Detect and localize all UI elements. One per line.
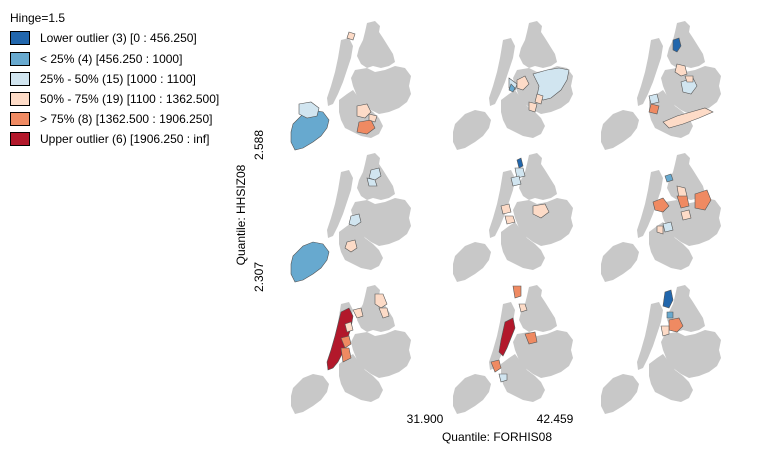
map-panel [601, 285, 721, 414]
map-region [672, 37, 682, 53]
map-region [378, 307, 390, 319]
map-region [344, 239, 358, 253]
legend-label: 25% - 50% (15) [1000 : 1100] [40, 72, 196, 86]
map-region [368, 167, 382, 181]
legend-label: Lower outlier (3) [0 : 456.250] [40, 31, 197, 45]
map-region [516, 75, 530, 91]
y-break-1: 2.588 [252, 130, 266, 160]
map-region [500, 203, 512, 215]
map-panel [453, 285, 573, 414]
map-panel [453, 21, 573, 150]
map-region [368, 113, 378, 123]
map-region [290, 241, 330, 283]
nyc-base-map [453, 285, 573, 414]
map-region [648, 93, 660, 105]
map-region [652, 197, 670, 213]
map-region [340, 347, 352, 363]
nyc-base-map [291, 285, 411, 414]
map-panel [290, 153, 411, 283]
map-panel [290, 21, 411, 151]
map-region [532, 67, 570, 101]
legend-title: Hinge=1.5 [10, 11, 66, 25]
map-region [528, 101, 538, 113]
legend-label: 50% - 75% (19) [1100 : 1362.500] [40, 92, 220, 106]
legend-swatch [10, 92, 30, 106]
nyc-base-map [601, 153, 721, 282]
map-region [498, 317, 516, 357]
legend-label: < 25% (4) [456.250 : 1000] [40, 52, 183, 66]
map-region [664, 173, 674, 183]
x-axis-title: Quantile: FORHIS08 [442, 430, 552, 444]
legend-swatch [10, 31, 30, 45]
map-region [510, 175, 522, 187]
map-region [508, 83, 516, 93]
map-region [504, 215, 516, 225]
map-region [648, 103, 660, 115]
map-region [374, 293, 388, 309]
map-region [684, 75, 694, 83]
nyc-base-map [601, 285, 721, 414]
map-region [680, 209, 692, 221]
map-region [512, 285, 522, 299]
map-region [694, 189, 712, 211]
map-region [674, 63, 688, 77]
map-region [348, 213, 362, 227]
y-axis-title: Quantile: HHSIZ08 [234, 164, 248, 265]
map-region [662, 289, 674, 309]
map-panel [601, 153, 721, 282]
map-region [356, 103, 372, 119]
map-region [298, 101, 320, 119]
map-panel [453, 153, 573, 282]
legend-label: > 75% (8) [1362.500 : 1906.250] [40, 112, 213, 126]
y-break-2: 2.307 [252, 262, 266, 292]
map-region [662, 107, 714, 129]
nyc-base-map [601, 21, 721, 150]
map-region [676, 195, 690, 209]
map-region [340, 335, 352, 349]
map-region [356, 119, 376, 135]
x-break-2: 42.459 [537, 412, 574, 426]
map-region [346, 31, 356, 41]
map-panel [291, 285, 411, 414]
map-region [666, 311, 674, 319]
map-region [532, 203, 550, 219]
map-region [518, 303, 528, 313]
map-region [352, 307, 364, 319]
map-legend: Hinge=1.5 Lower outlier (3) [0 : 456.250… [0, 0, 240, 160]
map-region [498, 373, 508, 383]
legend-swatch [10, 52, 30, 66]
map-region [656, 225, 664, 235]
map-region [660, 325, 670, 337]
map-region [534, 93, 544, 105]
map-region [344, 321, 354, 333]
legend-swatch [10, 132, 30, 146]
map-panel [601, 21, 721, 150]
x-break-1: 31.900 [407, 412, 444, 426]
map-region [524, 331, 538, 345]
map-region [514, 167, 526, 179]
map-region [662, 221, 674, 233]
legend-swatch [10, 112, 30, 126]
map-region [516, 157, 524, 169]
legend-swatch [10, 72, 30, 86]
map-region [366, 177, 378, 187]
map-region [490, 359, 502, 373]
legend-label: Upper outlier (6) [1906.250 : inf] [40, 132, 210, 146]
